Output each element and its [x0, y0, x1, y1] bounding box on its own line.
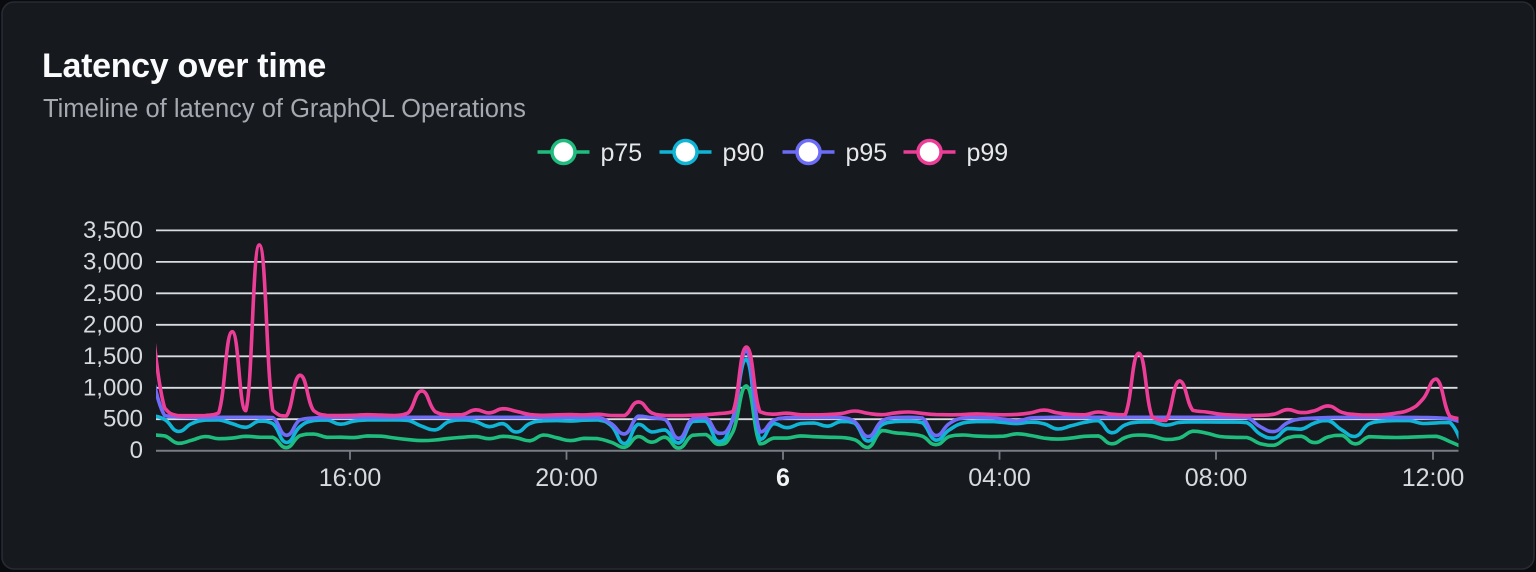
svg-text:1,500: 1,500 [83, 343, 143, 370]
svg-text:3,000: 3,000 [83, 248, 143, 275]
svg-text:16:00: 16:00 [319, 464, 382, 492]
svg-text:2,500: 2,500 [83, 280, 143, 307]
svg-text:Timeline of latency of GraphQL: Timeline of latency of GraphQL Operation… [43, 95, 526, 123]
svg-text:500: 500 [103, 406, 143, 433]
svg-text:08:00: 08:00 [1185, 464, 1248, 492]
svg-text:1,000: 1,000 [83, 374, 143, 401]
svg-text:p90: p90 [723, 139, 765, 167]
svg-text:p95: p95 [846, 139, 888, 167]
svg-text:3,500: 3,500 [83, 217, 143, 244]
svg-text:0: 0 [130, 437, 143, 464]
svg-text:20:00: 20:00 [535, 464, 598, 492]
svg-text:04:00: 04:00 [968, 464, 1031, 492]
svg-text:6: 6 [776, 464, 790, 492]
svg-text:Latency over time: Latency over time [42, 47, 326, 85]
svg-text:p99: p99 [967, 139, 1009, 167]
svg-text:2,000: 2,000 [83, 311, 143, 338]
svg-text:p75: p75 [601, 139, 643, 167]
svg-text:12:00: 12:00 [1402, 464, 1465, 492]
